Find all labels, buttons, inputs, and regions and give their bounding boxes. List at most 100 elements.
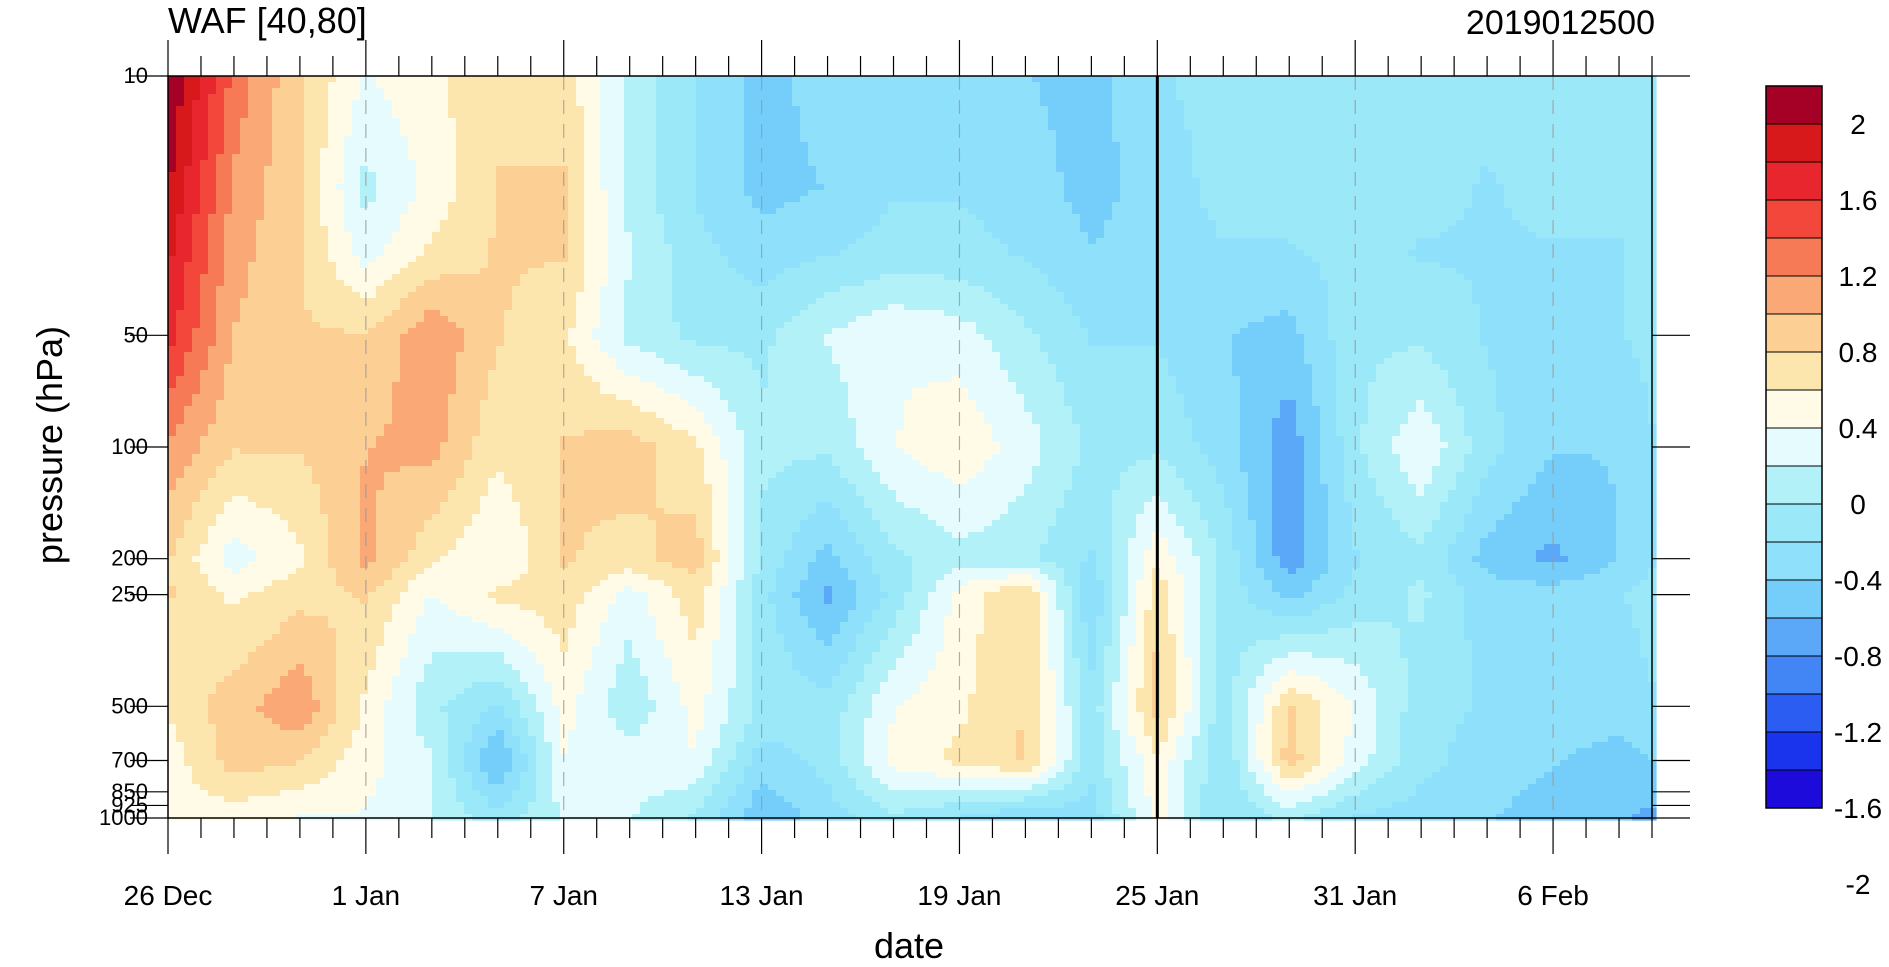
field-cell (216, 178, 225, 185)
field-cell (1384, 100, 1393, 107)
field-cell (1032, 136, 1041, 143)
field-cell (1392, 124, 1401, 131)
field-cell (336, 148, 345, 155)
field-cell (352, 118, 361, 125)
field-cell (320, 232, 329, 239)
field-cell (824, 130, 833, 137)
field-cell (616, 214, 625, 221)
field-cell (528, 226, 537, 233)
field-cell (1400, 148, 1409, 155)
field-cell (736, 226, 745, 233)
field-cell (1400, 94, 1409, 101)
field-cell (312, 190, 321, 197)
field-cell (968, 118, 977, 125)
field-cell (176, 202, 185, 209)
field-cell (272, 142, 281, 149)
field-cell (1512, 142, 1521, 149)
field-cell (1344, 166, 1353, 173)
field-cell (944, 178, 953, 185)
field-cell (720, 100, 729, 107)
field-cell (848, 190, 857, 197)
field-cell (856, 226, 865, 233)
field-cell (216, 88, 225, 95)
field-cell (1488, 220, 1497, 227)
field-cell (672, 88, 681, 95)
field-cell (1128, 76, 1137, 83)
field-cell (728, 220, 737, 227)
field-cell (248, 118, 257, 125)
field-cell (1448, 136, 1457, 143)
field-cell (224, 100, 233, 107)
field-cell (1408, 214, 1417, 221)
field-cell (504, 130, 513, 137)
field-cell (888, 220, 897, 227)
field-cell (512, 232, 521, 239)
field-cell (416, 226, 425, 233)
field-cell (624, 232, 633, 239)
field-cell (400, 82, 409, 89)
field-cell (1544, 124, 1553, 131)
field-cell (1624, 130, 1633, 137)
field-cell (456, 94, 465, 101)
field-cell (1584, 166, 1593, 173)
field-cell (864, 130, 873, 137)
field-cell (1048, 178, 1057, 185)
field-cell (1520, 106, 1529, 113)
field-cell (368, 118, 377, 125)
field-cell (1032, 82, 1041, 89)
field-cell (1328, 160, 1337, 167)
field-cell (1160, 214, 1169, 221)
field-cell (216, 220, 225, 227)
field-cell (1136, 226, 1145, 233)
field-cell (616, 112, 625, 119)
field-cell (1392, 88, 1401, 95)
field-cell (704, 190, 713, 197)
field-cell (1304, 130, 1313, 137)
field-cell (368, 196, 377, 203)
field-cell (1072, 112, 1081, 119)
field-cell (752, 136, 761, 143)
field-cell (904, 88, 913, 95)
field-cell (584, 220, 593, 227)
field-cell (800, 154, 809, 161)
field-cell (768, 136, 777, 143)
field-cell (1120, 202, 1129, 209)
field-cell (1368, 214, 1377, 221)
field-cell (1400, 118, 1409, 125)
field-cell (1032, 220, 1041, 227)
field-cell (1240, 208, 1249, 215)
field-cell (904, 118, 913, 125)
field-cell (1640, 136, 1649, 143)
field-cell (1400, 136, 1409, 143)
field-cell (1288, 160, 1297, 167)
field-cell (1240, 106, 1249, 113)
field-cell (1568, 190, 1577, 197)
field-cell (1264, 208, 1273, 215)
field-cell (1544, 208, 1553, 215)
field-cell (592, 106, 601, 113)
field-cell (448, 214, 457, 221)
field-cell (552, 76, 561, 83)
field-cell (432, 100, 441, 107)
field-cell (384, 172, 393, 179)
field-cell (344, 154, 353, 161)
field-cell (1000, 88, 1009, 95)
field-cell (632, 220, 641, 227)
field-cell (1344, 160, 1353, 167)
field-cell (1048, 154, 1057, 161)
field-cell (552, 178, 561, 185)
field-cell (1088, 118, 1097, 125)
field-cell (328, 94, 337, 101)
field-cell (1504, 184, 1513, 191)
field-cell (504, 166, 513, 173)
field-cell (1128, 130, 1137, 137)
field-cell (1040, 196, 1049, 203)
field-cell (416, 112, 425, 119)
field-cell (1144, 202, 1153, 209)
field-cell (1208, 178, 1217, 185)
field-cell (1528, 190, 1537, 197)
field-cell (400, 136, 409, 143)
field-cell (176, 112, 185, 119)
field-cell (1048, 124, 1057, 131)
field-cell (184, 196, 193, 203)
